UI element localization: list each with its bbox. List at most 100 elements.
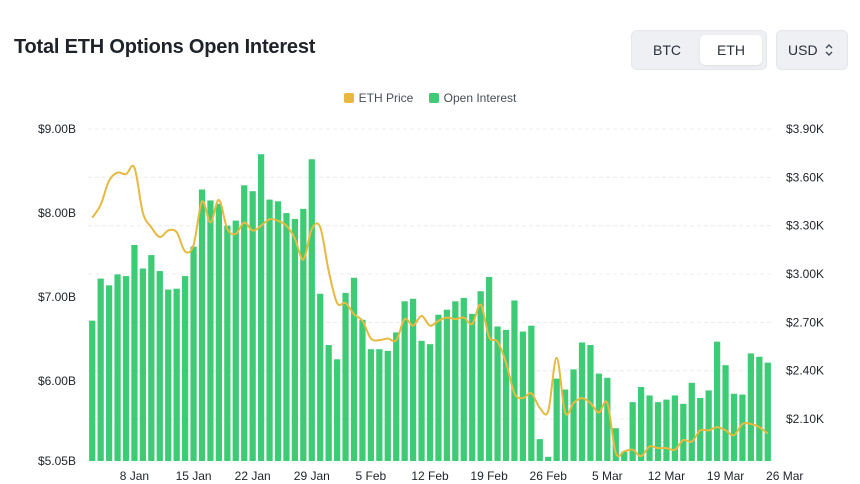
oi-bar-0[interactable]: [89, 320, 96, 461]
oi-bar-39[interactable]: [418, 340, 425, 461]
oi-bar-65[interactable]: [637, 387, 645, 461]
oi-bar-12[interactable]: [190, 246, 197, 461]
legend-swatch-open-interest: [428, 93, 439, 103]
oi-bar-31[interactable]: [350, 277, 358, 461]
oi-bar-34[interactable]: [376, 349, 383, 461]
oi-bar-51[interactable]: [519, 331, 527, 461]
oi-bar-19[interactable]: [249, 191, 256, 461]
oi-bar-22[interactable]: [274, 201, 282, 461]
x-tick-label: 19 Mar: [707, 469, 744, 483]
oi-bar-76[interactable]: [730, 393, 738, 461]
oi-bar-9[interactable]: [165, 289, 172, 461]
oi-bar-58[interactable]: [578, 342, 586, 461]
oi-bar-27[interactable]: [317, 293, 324, 461]
oi-bar-28[interactable]: [325, 345, 332, 461]
oi-bar-16[interactable]: [224, 225, 231, 461]
eth-price-line[interactable]: [91, 164, 769, 458]
oi-bar-37[interactable]: [401, 301, 408, 461]
oi-bar-8[interactable]: [156, 271, 163, 461]
oi-bar-10[interactable]: [173, 288, 180, 461]
btc-tab[interactable]: BTC: [653, 42, 681, 58]
oi-bar-1[interactable]: [97, 278, 104, 461]
oi-bar-60[interactable]: [595, 373, 603, 461]
oi-bar-4[interactable]: [122, 276, 130, 461]
oi-bar-14[interactable]: [207, 200, 214, 461]
oi-bar-40[interactable]: [426, 344, 434, 461]
oi-bar-49[interactable]: [502, 329, 510, 461]
oi-bar-74[interactable]: [713, 341, 721, 461]
oi-bar-38[interactable]: [409, 298, 417, 461]
oi-bar-21[interactable]: [266, 199, 273, 461]
oi-bar-15[interactable]: [215, 203, 223, 461]
open-interest-bars: [89, 154, 771, 461]
oi-bar-69[interactable]: [671, 395, 679, 461]
oi-bar-17[interactable]: [232, 220, 239, 461]
oi-bar-73[interactable]: [705, 390, 712, 461]
oi-bar-3[interactable]: [114, 274, 121, 461]
oi-bar-2[interactable]: [105, 285, 113, 461]
x-tick-label: 5 Mar: [592, 469, 623, 483]
oi-bar-75[interactable]: [722, 365, 729, 461]
oi-bar-41[interactable]: [435, 314, 442, 461]
oi-bar-46[interactable]: [477, 291, 484, 461]
oi-bar-77[interactable]: [739, 394, 746, 461]
oi-bar-23[interactable]: [283, 213, 290, 461]
oi-bar-32[interactable]: [359, 319, 366, 461]
oi-bar-63[interactable]: [621, 451, 628, 461]
oi-bar-70[interactable]: [680, 403, 687, 461]
eth-tab[interactable]: ETH: [700, 35, 762, 65]
oi-bar-7[interactable]: [148, 255, 155, 461]
oi-bar-57[interactable]: [570, 369, 577, 461]
oi-bar-55[interactable]: [553, 378, 560, 461]
asset-toggle: BTC ETH: [631, 30, 767, 70]
oi-bar-47[interactable]: [485, 276, 493, 461]
oi-bar-29[interactable]: [333, 359, 341, 461]
oi-bar-11[interactable]: [181, 276, 189, 461]
y-left-tick-label: $5.05B: [38, 454, 76, 468]
oi-bar-71[interactable]: [688, 382, 695, 461]
oi-bar-62[interactable]: [612, 428, 619, 461]
y-right-tick-label: $3.30K: [786, 219, 824, 233]
oi-bar-67[interactable]: [654, 402, 662, 461]
oi-bar-30[interactable]: [342, 292, 349, 461]
oi-bar-50[interactable]: [511, 300, 518, 461]
legend-item-open-interest[interactable]: Open Interest: [428, 91, 516, 105]
oi-bar-25[interactable]: [300, 208, 307, 461]
y-right-tick-label: $2.40K: [786, 364, 824, 378]
oi-bar-44[interactable]: [460, 297, 467, 461]
oi-bar-53[interactable]: [536, 439, 543, 461]
x-tick-label: 26 Feb: [530, 469, 568, 483]
oi-bar-61[interactable]: [604, 377, 611, 461]
oi-bar-6[interactable]: [139, 268, 147, 461]
oi-bar-56[interactable]: [561, 389, 569, 461]
oi-bar-33[interactable]: [367, 349, 375, 461]
x-tick-label: 26 Mar: [766, 469, 803, 483]
x-tick-label: 8 Jan: [120, 469, 149, 483]
oi-bar-35[interactable]: [384, 350, 391, 461]
page-title: Total ETH Options Open Interest: [14, 36, 316, 58]
oi-bar-13[interactable]: [198, 189, 206, 461]
oi-bar-18[interactable]: [241, 185, 248, 461]
oi-bar-36[interactable]: [393, 332, 400, 461]
oi-bar-48[interactable]: [494, 326, 501, 461]
legend-label-eth-price: ETH Price: [358, 91, 414, 105]
oi-bar-43[interactable]: [452, 301, 459, 461]
currency-select[interactable]: USD: [776, 30, 848, 70]
oi-bar-78[interactable]: [747, 353, 755, 461]
oi-bar-79[interactable]: [756, 356, 763, 461]
oi-bar-54[interactable]: [545, 456, 552, 461]
currency-value: USD: [788, 42, 818, 58]
oi-bar-20[interactable]: [257, 154, 265, 461]
legend-item-eth-price[interactable]: ETH Price: [343, 91, 414, 105]
oi-bar-66[interactable]: [646, 395, 653, 461]
oi-bar-45[interactable]: [469, 313, 476, 461]
oi-bar-5[interactable]: [131, 244, 138, 461]
oi-bar-42[interactable]: [443, 309, 451, 461]
oi-bar-80[interactable]: [764, 362, 771, 461]
x-tick-label: 12 Feb: [411, 469, 449, 483]
oi-bar-64[interactable]: [629, 402, 636, 461]
oi-bar-26[interactable]: [308, 159, 315, 461]
oi-bar-24[interactable]: [291, 218, 299, 461]
oi-bar-68[interactable]: [663, 399, 670, 461]
y-left-tick-label: $7.00B: [38, 290, 76, 304]
